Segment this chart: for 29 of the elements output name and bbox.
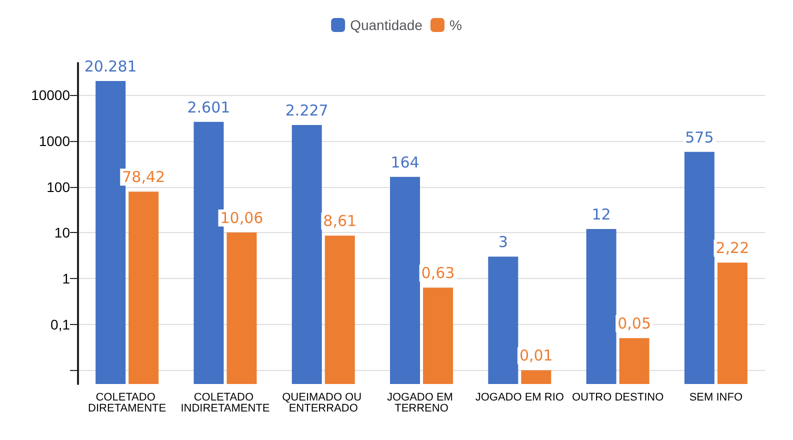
y-tick-label: 10 bbox=[54, 224, 70, 241]
data-label: 8,61 bbox=[323, 212, 357, 230]
data-label: 78,42 bbox=[122, 168, 166, 186]
data-label: 0,01 bbox=[519, 346, 553, 365]
y-tick-label: 1 bbox=[62, 270, 70, 286]
data-label: 10,06 bbox=[220, 209, 264, 228]
data-label: 0,05 bbox=[618, 314, 651, 333]
data-label: 164 bbox=[390, 153, 420, 172]
y-tick-label: 0,1 bbox=[50, 316, 70, 332]
legend-label: Quantidade bbox=[350, 17, 423, 33]
x-tick-label: QUEIMADO OU ENTERRADO bbox=[282, 392, 365, 414]
data-label: 2.227 bbox=[285, 101, 328, 120]
data-label: 2.601 bbox=[187, 98, 230, 116]
y-tick-label: 10000 bbox=[31, 87, 70, 104]
y-tick-label: 100 bbox=[46, 178, 70, 195]
x-tick-label: COLETADO DIRETAMENTE bbox=[88, 392, 166, 414]
x-tick-label: SEM INFO bbox=[689, 392, 743, 404]
data-label: 20.281 bbox=[84, 57, 137, 76]
x-tick-label: JOGADO EM TERRENO bbox=[386, 392, 456, 414]
x-tick-label: COLETADO INDIRETAMENTE bbox=[180, 392, 270, 414]
data-label: 3 bbox=[498, 233, 508, 252]
data-label: 2,22 bbox=[716, 239, 750, 258]
x-tick-label: OUTRO DESTINO bbox=[572, 392, 664, 404]
data-label: 0,63 bbox=[421, 264, 455, 282]
data-label: 12 bbox=[592, 205, 611, 224]
x-tick-label: JOGADO EM RIO bbox=[475, 392, 564, 404]
y-tick-label: 1000 bbox=[38, 132, 70, 149]
data-label: 575 bbox=[685, 128, 714, 146]
legend-label: % bbox=[449, 17, 462, 33]
